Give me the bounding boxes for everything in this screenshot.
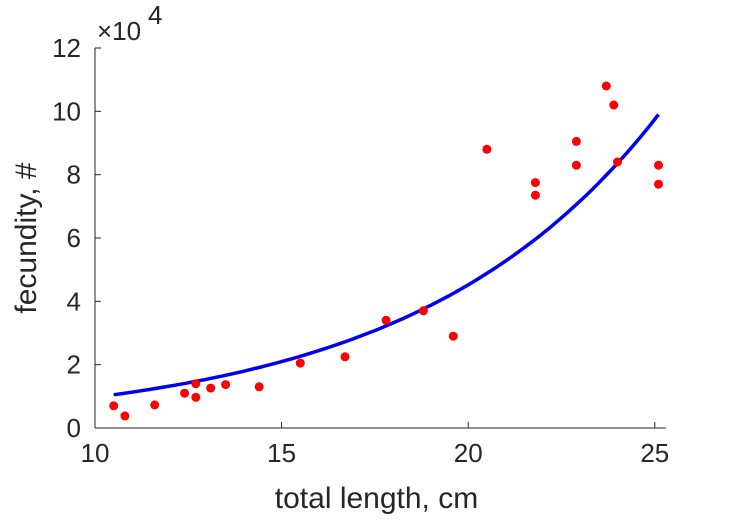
data-point xyxy=(654,179,663,189)
x-axis-label: total length, cm xyxy=(275,482,478,515)
data-point xyxy=(221,380,231,390)
data-point xyxy=(191,379,201,389)
y-tick-label: 6 xyxy=(67,223,81,253)
data-point xyxy=(601,81,611,91)
y-tick-label: 4 xyxy=(67,286,81,316)
data-point xyxy=(482,144,492,154)
data-point xyxy=(206,383,216,393)
data-point xyxy=(340,352,350,362)
data-point xyxy=(191,392,201,402)
data-point xyxy=(295,358,305,368)
data-point xyxy=(654,160,663,170)
data-point xyxy=(571,160,581,170)
fit-curve-layer xyxy=(113,113,660,397)
data-point xyxy=(448,331,458,341)
axes xyxy=(94,47,666,429)
y-tick-label: 8 xyxy=(67,160,81,190)
y-axis-label: fecundity, # xyxy=(10,162,43,314)
x-tick-label: 25 xyxy=(640,438,669,468)
data-point xyxy=(150,400,160,410)
y-tick-label: 0 xyxy=(67,413,81,443)
data-point xyxy=(609,100,619,110)
y-exponent-power: 4 xyxy=(148,0,162,30)
x-tick-label: 15 xyxy=(267,438,296,468)
scatter-points-layer xyxy=(109,81,663,421)
data-point xyxy=(120,411,130,421)
data-point xyxy=(254,382,264,392)
data-point xyxy=(381,315,391,325)
x-tick-label: 10 xyxy=(81,438,110,468)
data-point xyxy=(613,157,622,167)
data-point xyxy=(418,306,428,316)
fit-curve-line xyxy=(113,113,660,397)
y-exponent-label: ×10 xyxy=(97,16,141,46)
data-point xyxy=(530,178,540,188)
data-point xyxy=(530,190,540,200)
data-point xyxy=(571,136,581,146)
data-point xyxy=(109,401,119,411)
y-tick-label: 2 xyxy=(67,350,81,380)
y-tick-label: 12 xyxy=(52,33,81,63)
x-tick-label: 20 xyxy=(454,438,483,468)
y-tick-label: 10 xyxy=(52,96,81,126)
data-point xyxy=(180,388,190,398)
